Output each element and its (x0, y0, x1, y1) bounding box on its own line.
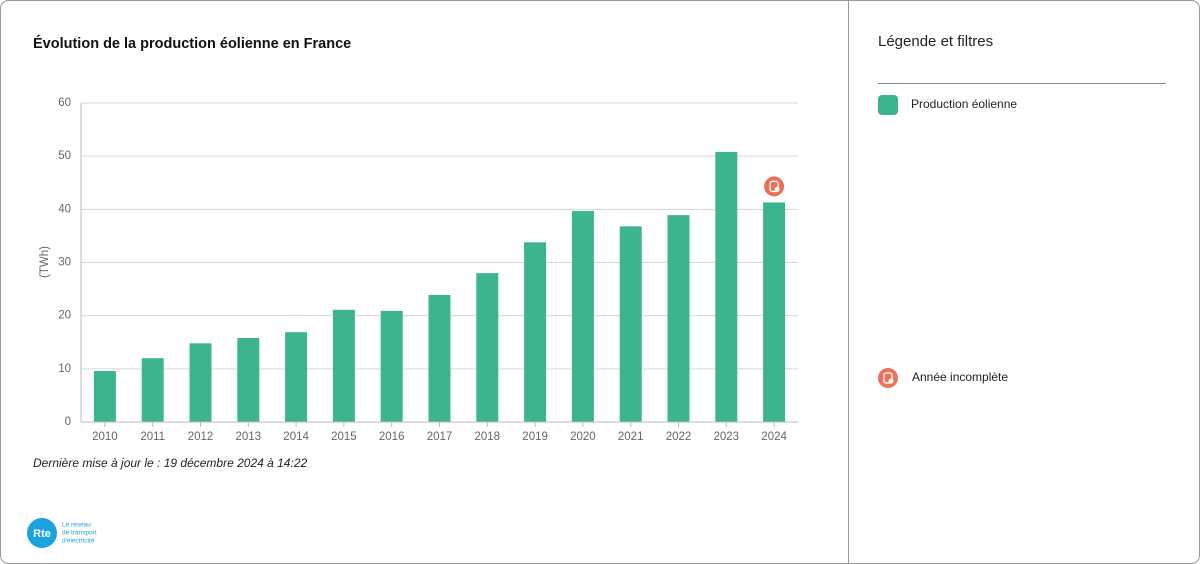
x-tick-label: 2022 (666, 431, 692, 443)
bar (285, 332, 308, 422)
y-tick-label: 60 (58, 97, 71, 109)
y-tick-label: 10 (58, 363, 71, 375)
icon-circle (764, 176, 785, 197)
legend-label: Année incomplète (912, 370, 1008, 384)
x-tick-label: 2019 (522, 431, 548, 443)
incomplete-icon (764, 176, 785, 197)
bar (141, 358, 164, 422)
bar (619, 226, 642, 422)
logo-circle (27, 518, 57, 548)
bar (237, 337, 260, 422)
x-tick-label: 2016 (379, 431, 405, 443)
x-tick-label: 2023 (714, 431, 740, 443)
icon-glyph (769, 180, 779, 193)
logo-text: Le réseau (62, 522, 91, 529)
icon-circle (878, 368, 898, 388)
y-tick-label: 30 (58, 257, 71, 269)
icon-glyph (883, 372, 893, 384)
icon-dot (888, 378, 894, 384)
bar (332, 309, 355, 422)
bar (189, 343, 212, 422)
y-tick-label: 0 (65, 416, 71, 428)
x-tick-label: 2018 (475, 431, 501, 443)
bar (571, 210, 594, 422)
x-tick-label: 2010 (92, 431, 118, 443)
x-tick-label: 2014 (283, 431, 309, 443)
bar (476, 273, 499, 422)
x-tick-label: 2020 (570, 431, 596, 443)
legend-swatch (878, 95, 898, 115)
bar (428, 294, 451, 422)
logo-text: d'électricité (62, 538, 95, 545)
legend-title: Légende et filtres (878, 33, 993, 50)
x-tick-label: 2011 (140, 431, 165, 443)
bar (93, 370, 116, 422)
bar (667, 215, 690, 422)
x-tick-label: 2017 (427, 431, 453, 443)
x-tick-label: 2024 (761, 431, 787, 443)
logo-mark: Rte (33, 528, 51, 540)
x-tick-label: 2015 (331, 431, 357, 443)
bar (380, 310, 403, 422)
chart-title: Évolution de la production éolienne en F… (33, 35, 351, 52)
bar (763, 202, 786, 422)
legend-label: Production éolienne (911, 97, 1017, 111)
x-tick-label: 2012 (188, 431, 214, 443)
y-axis-label: (TWh) (39, 246, 51, 278)
y-tick-label: 40 (58, 203, 71, 215)
logo-text: de transport (62, 530, 97, 537)
bar (715, 151, 738, 422)
icon-dot (774, 186, 780, 192)
footnote: Dernière mise à jour le : 19 décembre 20… (33, 456, 307, 470)
incomplete-icon (878, 368, 898, 388)
y-tick-label: 20 (58, 310, 71, 322)
bar (524, 242, 547, 422)
logo: Rte Le réseau de transport d'électricité (27, 518, 97, 548)
x-tick-label: 2013 (236, 431, 262, 443)
x-tick-label: 2021 (618, 431, 644, 443)
y-tick-label: 50 (58, 150, 71, 162)
